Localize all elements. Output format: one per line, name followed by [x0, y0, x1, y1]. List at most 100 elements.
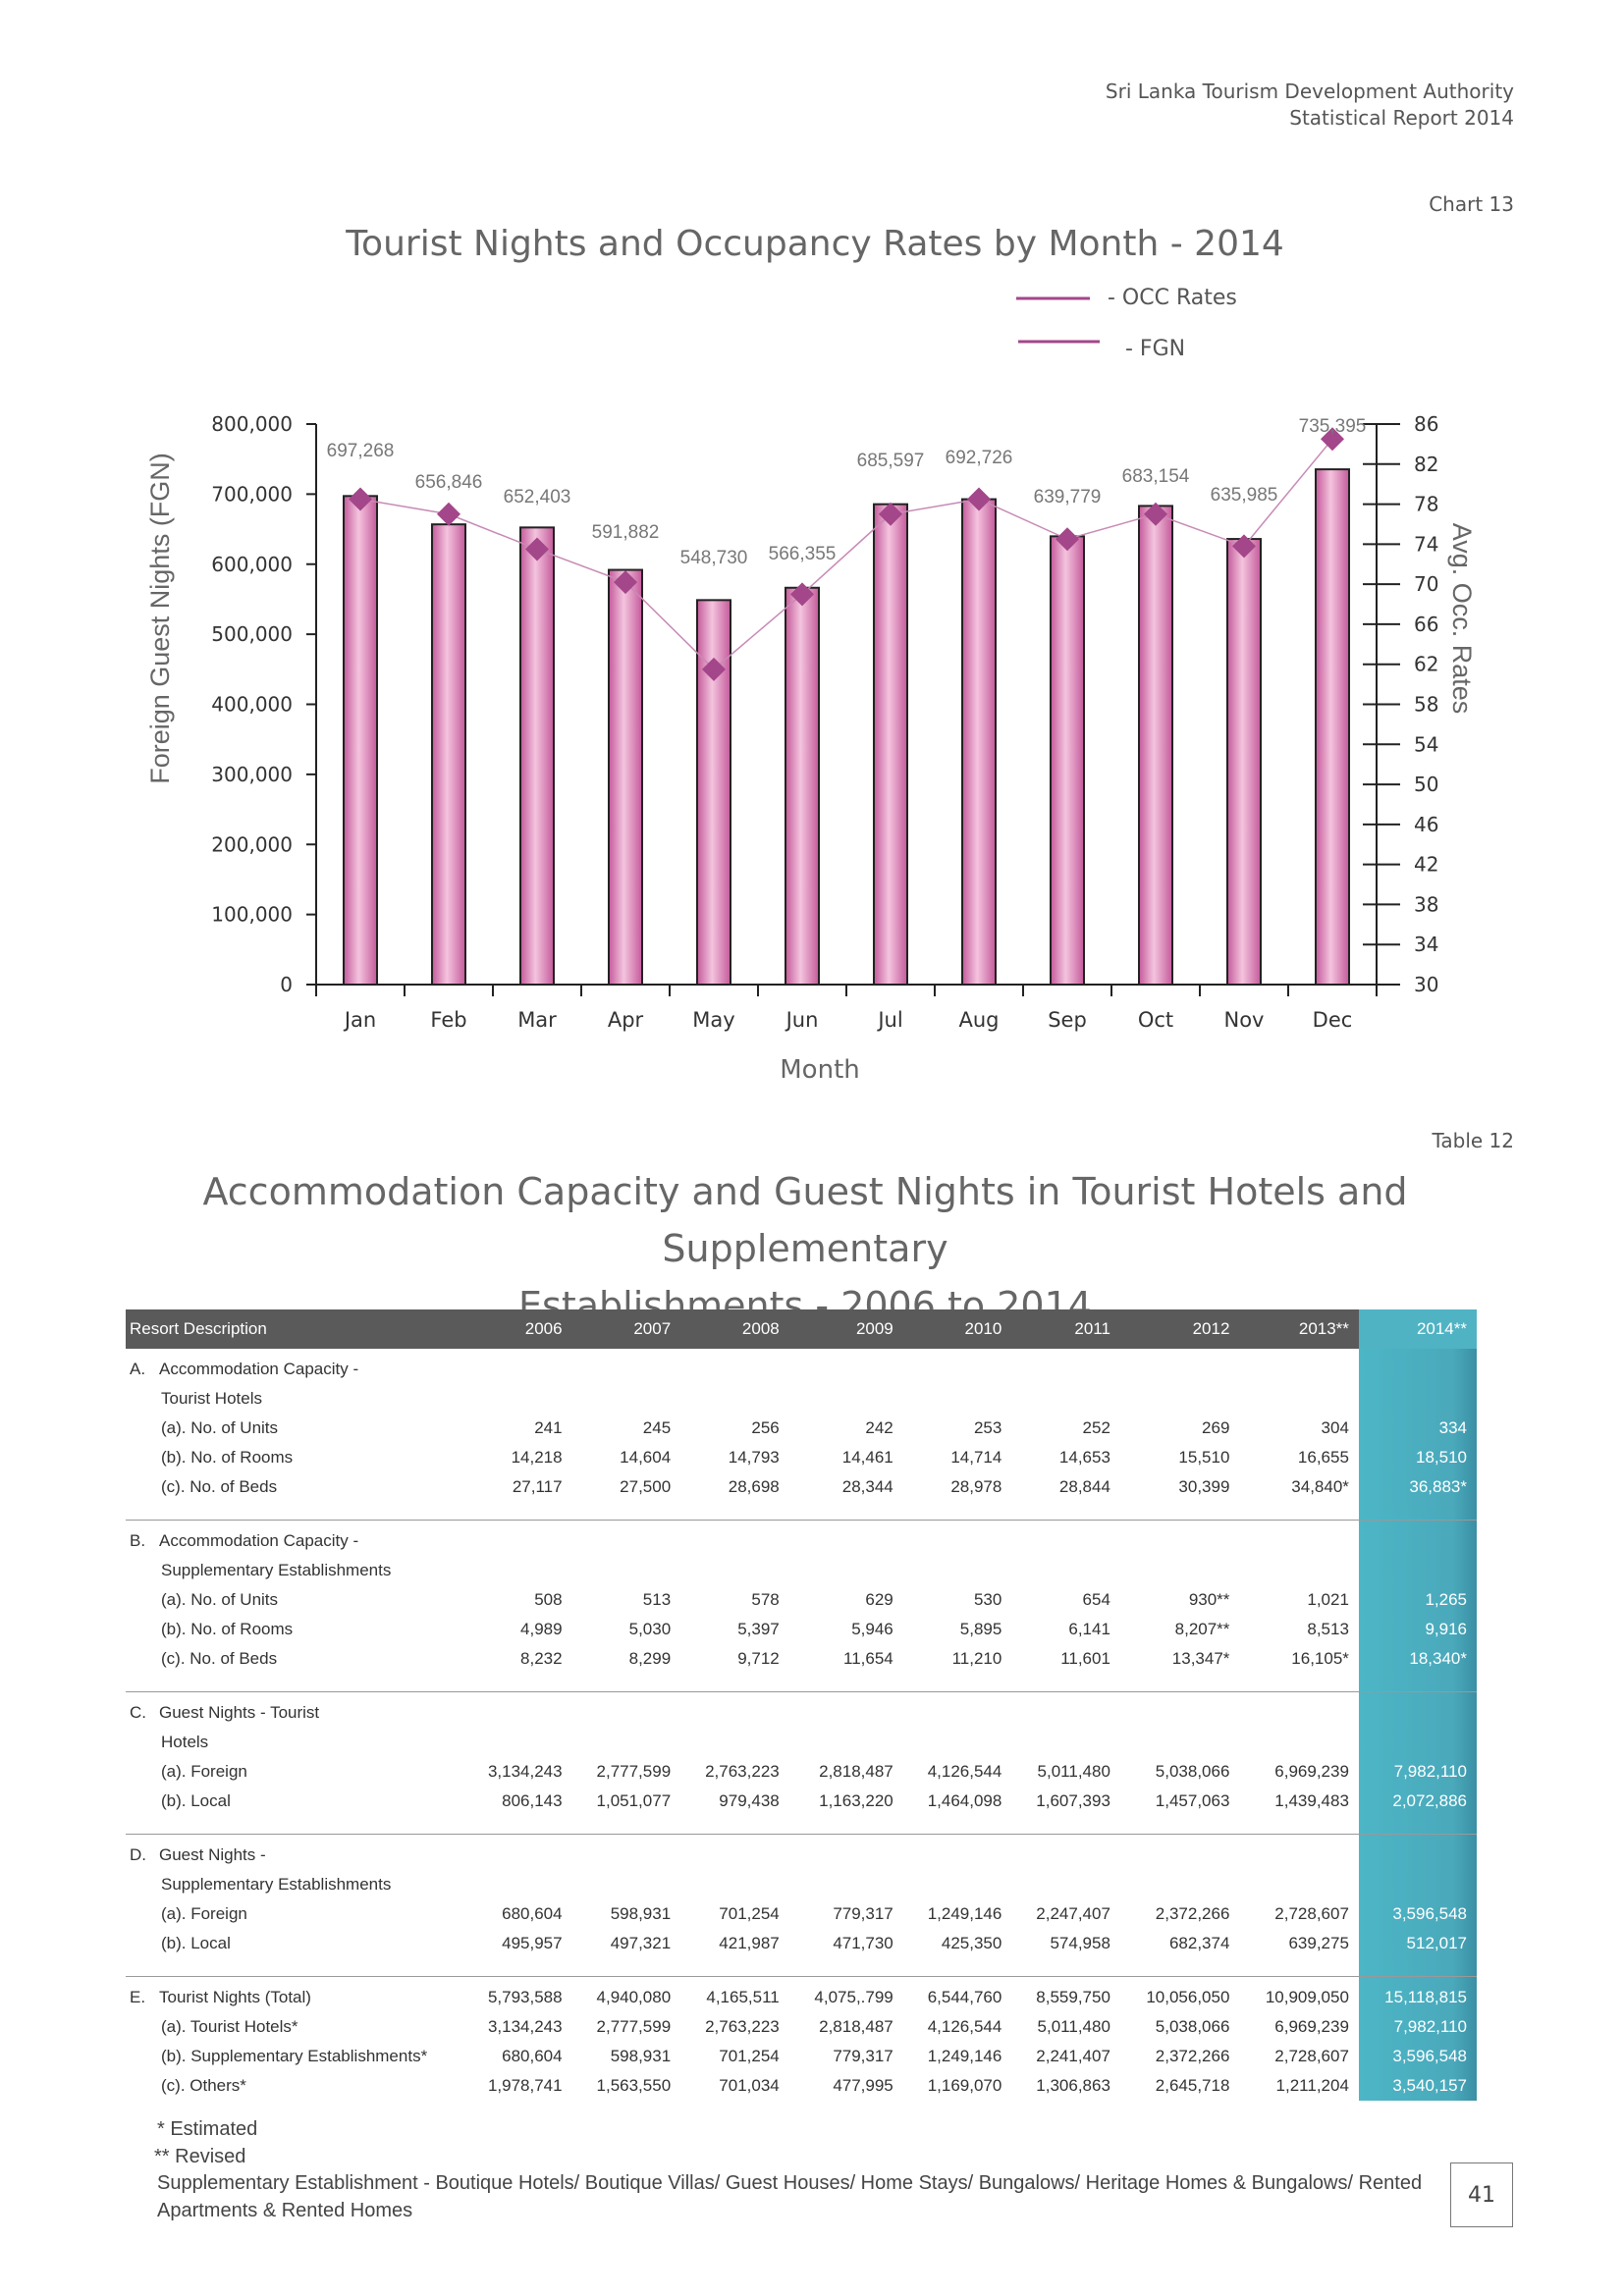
footnotes: * Estimated ** Revised: [154, 2115, 257, 2170]
table-header-row: Resort Description 2006 2007 2008 2009 2010 20…: [126, 1309, 1477, 1349]
table-cell: 425,350: [941, 1934, 1002, 1952]
table-cell: 2,241,407: [1036, 2047, 1110, 2065]
table-cell: [463, 1384, 572, 1414]
table-cell: 2,818,487: [819, 1762, 893, 1781]
table-cell: 5,397: [737, 1620, 780, 1638]
table-cell: 16,105*: [1291, 1649, 1349, 1668]
table-cell: 1,169,070: [927, 2076, 1002, 2095]
table-row: Supplementary Establishments: [126, 1556, 1477, 1585]
table-cell: [902, 1691, 1012, 1728]
point-occ: [349, 487, 372, 511]
table-cell: [1119, 1691, 1240, 1728]
data-label-fgn: 548,730: [680, 548, 748, 568]
table-cell: 6,141: [1068, 1620, 1110, 1638]
header-report: Statistical Report 2014: [1289, 106, 1514, 130]
x-tick-label: Mar: [517, 1008, 557, 1032]
table-cell: 3,596,548: [1358, 1899, 1477, 1929]
table-cell: 2,777,599: [596, 1762, 672, 1781]
y2-axis-label: Avg. Occ. Rates: [1447, 523, 1477, 715]
section-marker: D.: [130, 1845, 146, 1864]
chart-legend: - OCC Rates - FGN: [1016, 286, 1237, 361]
table-cell: [1239, 1384, 1359, 1414]
row-label: (b). Supplementary Establishments*: [161, 2047, 428, 2065]
y-tick-label: 600,000: [211, 553, 293, 576]
bar-fgn: [519, 526, 555, 986]
table-cell: 2,728,607: [1274, 1904, 1349, 1923]
table-cell: 28,978: [950, 1477, 1002, 1496]
row-label: (b). No. of Rooms: [161, 1448, 294, 1467]
bar-fgn: [873, 503, 908, 986]
row-label: (c). No. of Beds: [161, 1649, 278, 1668]
point-occ: [967, 487, 991, 511]
table-row: (a). Foreign 3,134,243 2,777,599 2,763,223 2…: [126, 1757, 1477, 1787]
table-cell: [1011, 1556, 1120, 1585]
y-tick-label: 700,000: [211, 482, 293, 506]
table-cell: 3,540,157: [1358, 2071, 1477, 2101]
header-org: Sri Lanka Tourism Development Authority: [1105, 80, 1514, 103]
table-row: (b). Supplementary Establishments* 680,60…: [126, 2042, 1477, 2071]
y-tick-label: 400,000: [211, 693, 293, 717]
point-occ: [1321, 427, 1344, 452]
spacer-cell: [1120, 1958, 1240, 1977]
table-cell: [1011, 1870, 1120, 1899]
table-cell: [903, 1349, 1012, 1384]
table-cell: [680, 1728, 789, 1757]
table-row: (c). No. of Beds 8,232 8,299 9,712 11,654 11,…: [126, 1644, 1477, 1674]
table-cell: [1120, 1349, 1240, 1384]
table-cell: [1011, 1834, 1120, 1870]
table-cell: [1239, 1870, 1359, 1899]
table-cell: [463, 1691, 572, 1728]
table-cell: 530: [973, 1590, 1002, 1609]
table-cell: [680, 1870, 789, 1899]
table-cell: 6,969,239: [1274, 1762, 1349, 1781]
point-occ: [702, 657, 726, 681]
table-cell: 779,317: [833, 1904, 893, 1923]
spacer-cell: [1120, 1674, 1240, 1692]
table-row: B. Accommodation Capacity -: [126, 1520, 1477, 1556]
y2-tick-label: 50: [1414, 773, 1438, 796]
table-cell: [463, 1728, 572, 1757]
table-cell: 701,254: [719, 2047, 780, 2065]
table-cell: 2,645,718: [1155, 2076, 1230, 2095]
table-cell: 10,056,050: [1119, 1976, 1240, 2012]
column-header-year: 2008: [680, 1309, 789, 1349]
table-cell: 497,321: [610, 1934, 672, 1952]
spacer-cell: [572, 1674, 681, 1692]
table-cell: [1011, 1691, 1120, 1728]
column-header-year: 2014**: [1358, 1309, 1477, 1349]
section-subtitle: Supplementary Establishments: [161, 1875, 392, 1894]
y2-tick-label: 82: [1414, 453, 1438, 476]
spacer-cell: [903, 1816, 1012, 1835]
table-row: (a). Foreign 680,604 598,931 701,254 779,317…: [126, 1899, 1477, 1929]
table-cell: [463, 1870, 572, 1899]
column-header-year: 2007: [571, 1309, 681, 1349]
table-cell: [463, 1834, 572, 1870]
table-cell: 5,895: [959, 1620, 1002, 1638]
table-cell: [572, 1556, 681, 1585]
table-cell: [1011, 1520, 1120, 1556]
data-label-fgn: 683,154: [1122, 466, 1190, 487]
table-caption: Table 12: [1432, 1129, 1514, 1152]
table-row: E. Tourist Nights (Total) 5,793,588 4,940,0…: [126, 1976, 1477, 2012]
table-cell: [789, 1556, 903, 1585]
table-cell: 421,987: [719, 1934, 780, 1952]
table-cell: 1,978,741: [487, 2076, 563, 2095]
x-axis-label: Month: [780, 1055, 860, 1085]
table-cell: 16,655: [1297, 1448, 1349, 1467]
table-cell: 629: [865, 1590, 893, 1609]
y2-tick-label: 38: [1414, 892, 1438, 916]
spacer-cell: [1239, 1674, 1359, 1692]
table-cell: 3,596,548: [1358, 2042, 1477, 2071]
table-cell: 14,218: [511, 1448, 563, 1467]
y2-tick-label: 34: [1414, 933, 1438, 956]
table-cell: [1358, 1556, 1477, 1585]
table-cell: 8,299: [628, 1649, 672, 1668]
table-cell: [903, 1728, 1012, 1757]
table-cell: 245: [642, 1418, 672, 1437]
table-cell: 512,017: [1358, 1929, 1477, 1958]
table-cell: 253: [973, 1418, 1002, 1437]
table-cell: 11,601: [1060, 1649, 1110, 1668]
table-cell: 256: [751, 1418, 780, 1437]
data-label-fgn: 591,882: [592, 522, 660, 543]
data-label-fgn: 735,395: [1299, 416, 1367, 437]
